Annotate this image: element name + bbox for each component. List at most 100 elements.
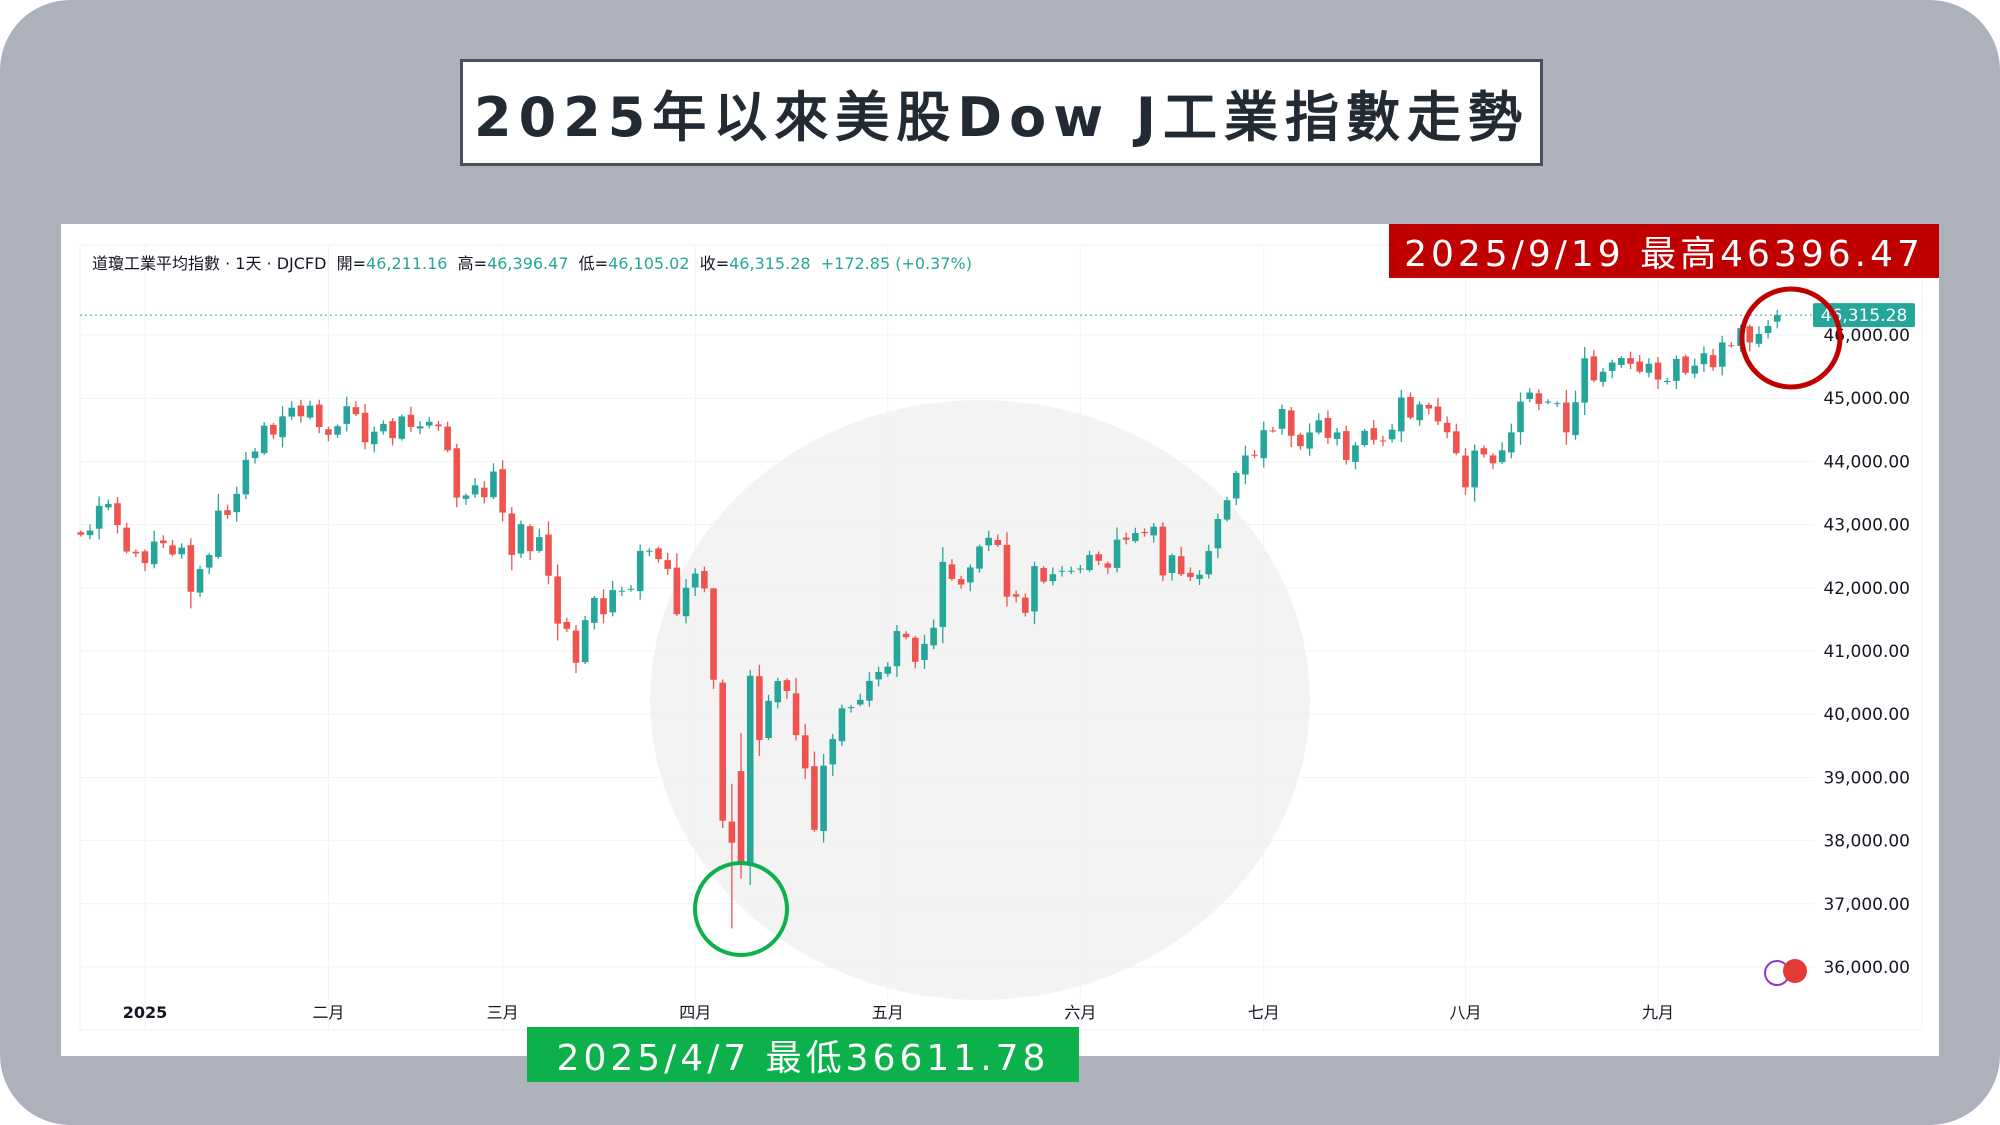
x-tick-label: 八月 (1449, 1003, 1481, 1022)
title-box: 2025年以來美股Dow J工業指數走勢 (460, 59, 1543, 166)
candle-body (370, 431, 378, 445)
candle-body (1416, 404, 1423, 421)
legend-low: 46,105.02 (608, 254, 690, 273)
ohlc-legend: 道瓊工業平均指數 · 1天 · DJCFD 開=46,211.16 高=46,3… (92, 250, 972, 274)
candle-body (288, 407, 296, 417)
candle (985, 530, 992, 552)
candle-body (1764, 326, 1772, 334)
candle (1388, 424, 1396, 443)
candle (737, 733, 745, 879)
candle (196, 565, 204, 597)
candle (1232, 470, 1240, 506)
candle-body (1553, 403, 1561, 405)
candle-body (160, 540, 167, 544)
candle (1260, 421, 1268, 468)
candle (710, 587, 717, 689)
x-tick-label: 六月 (1064, 1003, 1096, 1022)
candle (1636, 354, 1644, 374)
candle (279, 406, 286, 448)
candle (1572, 390, 1579, 440)
candle-body (1453, 431, 1460, 454)
x-tick-label: 九月 (1642, 1003, 1674, 1022)
candle-body (1544, 401, 1552, 403)
candle-body (1361, 430, 1368, 446)
candle-body (389, 421, 396, 439)
candle (811, 751, 818, 832)
candle (1480, 445, 1488, 458)
candle (508, 507, 516, 571)
candle (774, 677, 782, 709)
candle-body (260, 425, 268, 454)
candle-body (1397, 397, 1405, 432)
candle (691, 568, 699, 597)
candle-body (306, 405, 314, 418)
candle-body (701, 570, 708, 589)
candle-body (985, 537, 992, 546)
candle (1379, 435, 1387, 447)
candle (866, 672, 873, 707)
candle (160, 535, 167, 548)
candle (1196, 570, 1203, 586)
candle-body (279, 416, 286, 438)
candle (517, 520, 525, 559)
candle (1434, 397, 1442, 426)
candle (939, 547, 947, 644)
candle-body (591, 597, 598, 623)
candle (572, 624, 580, 674)
candle-body (1352, 445, 1359, 462)
candle (1269, 426, 1277, 433)
candle (1177, 546, 1185, 577)
candle-body (1718, 342, 1726, 367)
y-tick-label: 40,000.00 (1823, 705, 1910, 725)
candle (1581, 346, 1588, 416)
candle (1718, 335, 1726, 376)
y-tick-label: 36,000.00 (1823, 958, 1910, 978)
candle-body (270, 424, 277, 435)
candle (123, 522, 130, 554)
candle-body (1278, 409, 1286, 429)
candle (1315, 413, 1323, 435)
candle-body (893, 630, 901, 667)
candle-body (691, 573, 699, 588)
candle-body (536, 537, 543, 551)
candle (77, 530, 85, 537)
candle (1141, 528, 1148, 537)
candle-body (1691, 365, 1699, 374)
candle (444, 421, 451, 453)
candle-body (884, 666, 892, 674)
candle-body (655, 548, 662, 560)
candle-body (1489, 455, 1497, 464)
candle (398, 414, 406, 441)
candle (1067, 566, 1075, 575)
candle (453, 443, 461, 508)
candle (205, 553, 213, 575)
candle (719, 679, 727, 828)
candle-body (499, 469, 506, 513)
y-tick-label: 37,000.00 (1823, 895, 1910, 915)
candle (1370, 420, 1378, 445)
candle (1397, 389, 1405, 442)
candle-body (1104, 563, 1112, 568)
candle-body (1627, 358, 1634, 364)
candle (141, 549, 149, 572)
candle (1012, 590, 1020, 603)
high-annotation: 2025/9/19 最高46396.47 (1389, 224, 1939, 278)
candle-body (1572, 402, 1579, 436)
candle-body (1067, 570, 1075, 572)
candle-body (132, 551, 140, 554)
candle (132, 549, 140, 558)
candle (471, 478, 479, 498)
candle (260, 422, 268, 456)
high-circle (1739, 286, 1843, 390)
candle-body (1287, 410, 1295, 436)
candle (1150, 523, 1157, 543)
candle (1746, 324, 1754, 352)
candle-body (875, 671, 882, 680)
candle-body (627, 588, 635, 590)
candle (233, 486, 240, 522)
candle-body (1306, 432, 1313, 449)
legend-high-label: 高= (457, 254, 488, 273)
candle-body (343, 406, 351, 424)
candle (95, 496, 103, 540)
